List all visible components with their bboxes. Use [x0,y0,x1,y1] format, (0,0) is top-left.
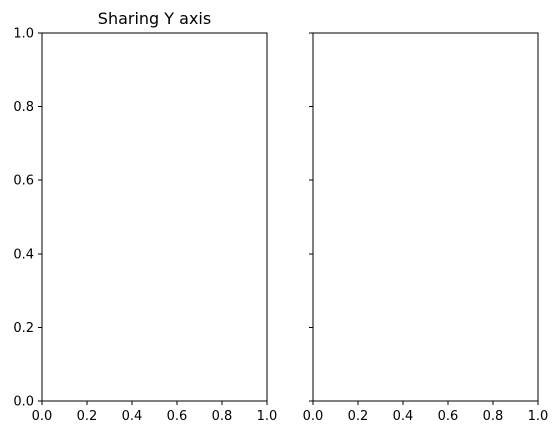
left-x-tick-label: 0.8 [212,409,233,424]
left-y-tick-label: 0.2 [13,321,34,336]
left-y-tick-label: 0.8 [13,100,34,115]
left-y-tick-label: 0.0 [13,395,34,410]
right-x-tick-label: 1.0 [528,409,549,424]
right-x-tick-label: 0.8 [483,409,504,424]
left-y-tick-label: 1.0 [13,27,34,42]
left-x-tick-label: 0.6 [167,409,188,424]
left-x-tick-label: 1.0 [257,409,278,424]
left-subplot: Sharing Y axis 0.0 0.2 0.4 0.6 0.8 1.0 0.0 0.2 0… [13,9,277,424]
left-plot-area [41,32,268,402]
left-x-tick-label: 0.2 [77,409,98,424]
right-plot-area [312,32,539,402]
left-y-tick-label: 0.6 [13,174,34,189]
left-x-tick-label: 0.4 [122,409,143,424]
right-x-tick-label: 0.6 [438,409,459,424]
left-subplot-title: Sharing Y axis [98,9,211,28]
right-x-tick-label: 0.4 [393,409,414,424]
left-y-tick-label: 0.4 [13,247,34,262]
right-x-tick-label: 0.0 [303,409,324,424]
right-x-tick-label: 0.2 [348,409,369,424]
right-subplot: 0.0 0.2 0.4 0.6 0.8 1.0 [303,32,549,424]
left-x-tick-label: 0.0 [32,409,53,424]
